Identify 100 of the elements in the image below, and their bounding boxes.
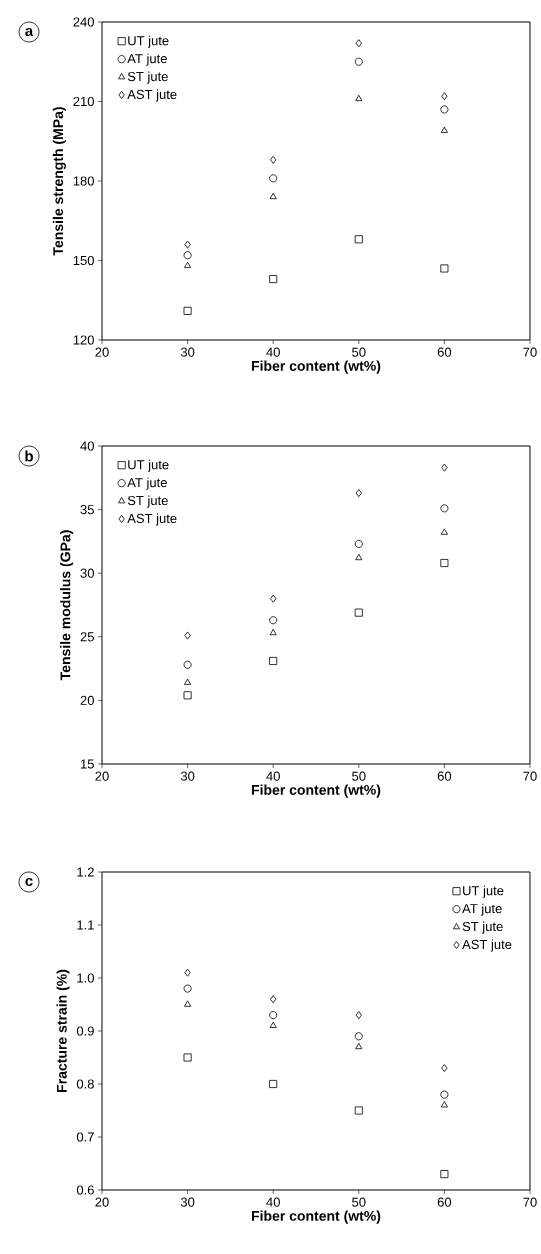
- x-tick-label: 40: [266, 1197, 280, 1207]
- point: [354, 1106, 363, 1115]
- y-axis-title: Tensile strength (MPa): [52, 107, 66, 256]
- point: [269, 275, 278, 284]
- y-tick-label: 240: [73, 17, 94, 27]
- legend-label: AT jute: [127, 477, 167, 490]
- point: [440, 1090, 449, 1099]
- x-tick-label: 60: [437, 771, 452, 781]
- point: [354, 608, 363, 617]
- point: [440, 264, 449, 273]
- point: [355, 489, 362, 498]
- point: [440, 528, 448, 535]
- legend-label: ST jute: [462, 921, 503, 934]
- point: [183, 691, 192, 700]
- point: [270, 995, 277, 1004]
- point: [440, 504, 449, 513]
- point: [354, 235, 363, 244]
- x-axis-title: Fiber content (wt%): [251, 360, 381, 374]
- point: [269, 192, 277, 200]
- y-tick-label: 30: [80, 568, 94, 578]
- legend-label: UT jute: [128, 459, 169, 472]
- point: [269, 1021, 277, 1028]
- point: [440, 1101, 448, 1108]
- y-tick-label: 0.6: [76, 1185, 94, 1195]
- point: [354, 539, 363, 548]
- point: [183, 1053, 192, 1062]
- point: [184, 1000, 192, 1007]
- x-tick-label: 50: [352, 1197, 366, 1207]
- y-tick-label: 25: [80, 632, 94, 642]
- y-tick-label: 0.9: [76, 1026, 94, 1036]
- point: [440, 1170, 449, 1179]
- x-tick-label: 40: [266, 347, 280, 357]
- y-tick-label: 120: [73, 335, 94, 345]
- x-tick-label: 20: [95, 347, 109, 357]
- y-tick-label: 1.0: [77, 973, 94, 983]
- y-tick-label: 1.2: [77, 867, 94, 877]
- legend-label: UT jute: [463, 885, 504, 898]
- point: [354, 57, 363, 66]
- legend-label: ST jute: [127, 71, 168, 84]
- y-tick-label: 0.8: [76, 1079, 94, 1089]
- x-tick-label: 30: [180, 771, 195, 781]
- point: [441, 1064, 448, 1073]
- x-tick-label: 40: [266, 771, 280, 781]
- y-tick-label: 1.1: [77, 920, 94, 930]
- y-axis-title: Tensile modulus (GPa): [60, 530, 74, 681]
- point: [183, 306, 192, 315]
- y-tick-label: 210: [73, 96, 94, 107]
- text: c: [25, 877, 33, 887]
- x-tick-label: 70: [523, 347, 537, 357]
- legend-label: AST jute: [127, 89, 177, 102]
- text: a: [25, 27, 34, 37]
- point: [184, 968, 191, 977]
- point: [441, 463, 448, 472]
- point: [184, 240, 191, 249]
- legend-label: AST jute: [462, 939, 512, 952]
- text: b: [25, 450, 33, 462]
- point: [184, 678, 192, 685]
- legend-label: ST jute: [127, 495, 168, 508]
- x-tick-label: 50: [352, 771, 366, 781]
- y-tick-label: 0.7: [76, 1132, 94, 1142]
- y-tick-label: 20: [80, 695, 94, 705]
- point: [269, 656, 278, 665]
- point: [183, 660, 192, 669]
- x-tick-label: 70: [523, 1197, 537, 1207]
- legend-label: AT jute: [462, 903, 502, 916]
- point: [355, 1042, 363, 1050]
- x-tick-label: 50: [352, 347, 366, 357]
- point: [269, 1079, 278, 1088]
- point: [184, 631, 191, 640]
- legend-label: AT jute: [127, 53, 167, 66]
- point: [354, 1032, 363, 1041]
- y-tick-label: 150: [73, 255, 94, 266]
- point: [355, 94, 363, 102]
- point: [440, 559, 449, 568]
- point: [270, 594, 277, 603]
- point: [440, 126, 448, 133]
- x-tick-label: 70: [523, 771, 537, 781]
- x-tick-label: 60: [437, 347, 452, 357]
- x-tick-label: 20: [95, 771, 109, 781]
- legend-label: UT jute: [128, 35, 169, 48]
- point: [441, 92, 448, 101]
- point: [355, 39, 362, 48]
- legend-label: AST jute: [127, 513, 177, 526]
- x-tick-label: 30: [180, 347, 195, 357]
- point: [269, 1011, 278, 1020]
- y-tick-label: 15: [80, 759, 94, 769]
- point: [269, 174, 278, 183]
- x-axis-title: Fiber content (wt%): [251, 784, 381, 798]
- y-axis-title: Fracture strain (%): [56, 969, 70, 1092]
- point: [355, 1011, 362, 1020]
- x-axis-title: Fiber content (wt%): [251, 1210, 381, 1224]
- x-tick-label: 60: [437, 1197, 452, 1207]
- point: [440, 105, 449, 114]
- x-tick-label: 20: [95, 1197, 109, 1207]
- y-tick-label: 180: [73, 176, 94, 186]
- y-tick-label: 35: [80, 504, 94, 515]
- point: [355, 553, 363, 561]
- x-tick-label: 30: [180, 1197, 195, 1207]
- point: [269, 616, 278, 625]
- point: [184, 261, 192, 268]
